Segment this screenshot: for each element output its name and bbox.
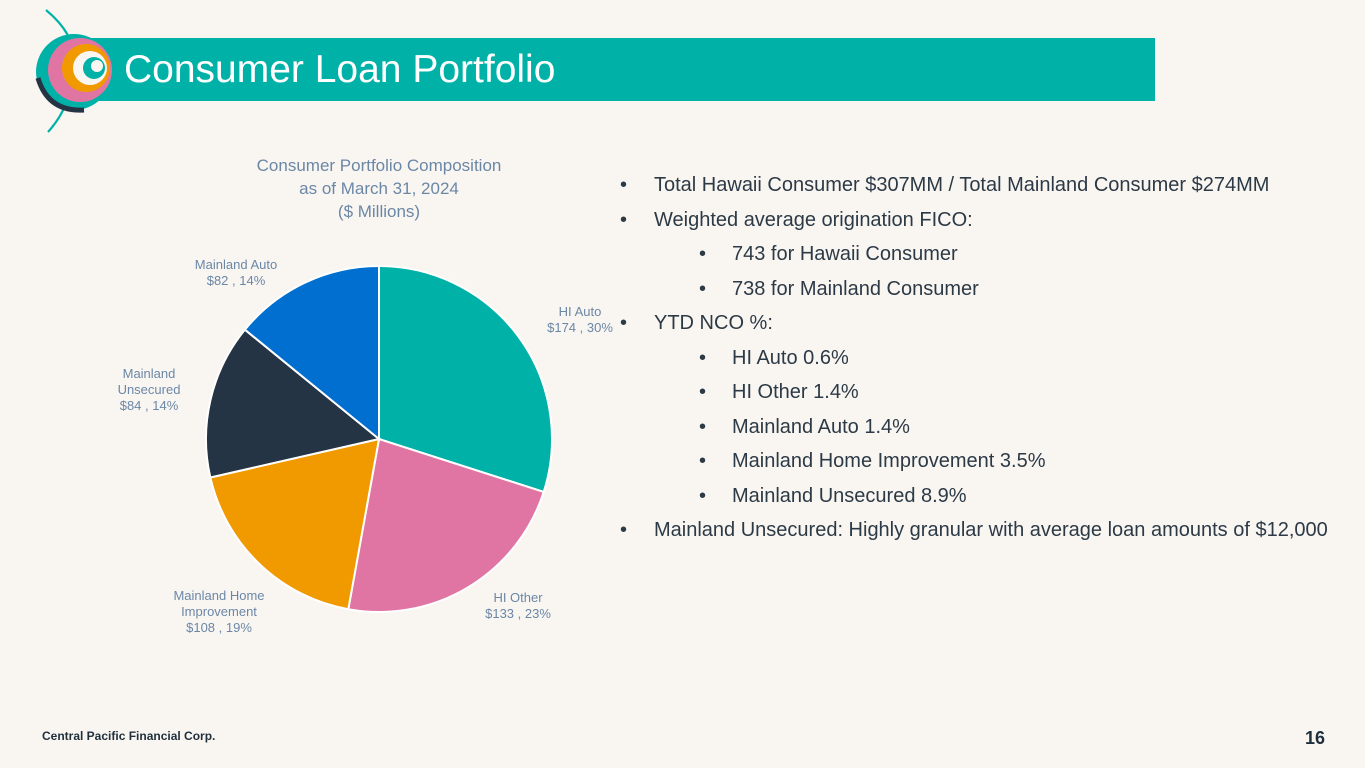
slide-title: Consumer Loan Portfolio <box>124 48 556 91</box>
chart-title: Consumer Portfolio Composition as of Mar… <box>209 154 549 223</box>
slice-label-line: $108 , 19% <box>186 620 252 635</box>
slice-label-mainland-auto: Mainland Auto $82 , 14% <box>176 257 296 289</box>
bullet-text: Mainland Unsecured: Highly granular with… <box>654 519 1328 541</box>
slice-label-line: Mainland Auto <box>194 257 278 272</box>
bullet-item: • 743 for Hawaii Consumer <box>620 241 1340 267</box>
bullet-marker: • <box>620 519 628 541</box>
slice-label-hi-other: HI Other $133 , 23% <box>456 590 580 622</box>
slice-label-line: $133 , 23% <box>485 606 551 621</box>
bullet-text: 738 for Mainland Consumer <box>732 277 979 300</box>
chart-title-line: as of March 31, 2024 <box>299 179 459 198</box>
bullet-item: • YTD NCO %: <box>620 310 1340 336</box>
slice-label-line: HI Other <box>493 590 543 605</box>
bullet-text: YTD NCO %: <box>654 312 773 334</box>
chart-title-line: Consumer Portfolio Composition <box>256 156 502 175</box>
slice-label-line: Improvement <box>181 604 257 619</box>
bullet-item: • HI Auto 0.6% <box>620 345 1340 371</box>
slice-label-line: $174 , 30% <box>547 320 613 335</box>
bullet-marker: • <box>699 484 707 507</box>
bullet-text: Mainland Auto 1.4% <box>732 415 910 438</box>
bullet-item: • Total Hawaii Consumer $307MM / Total Ma… <box>620 172 1340 198</box>
bullet-marker: • <box>620 312 628 334</box>
bullet-marker: • <box>699 381 707 403</box>
pie-slice-hi-auto <box>378 264 553 494</box>
bullet-text: Mainland Home Improvement 3.5% <box>732 450 1046 472</box>
pie-slice-mainland-home-improvement <box>209 437 381 611</box>
bullet-marker: • <box>620 174 628 196</box>
bullet-marker: • <box>620 208 628 231</box>
bullet-item: • Mainland Auto 1.4% <box>620 414 1340 440</box>
bullet-marker: • <box>699 450 707 472</box>
bullet-text: Mainland Unsecured 8.9% <box>732 484 967 507</box>
bullet-text: HI Auto 0.6% <box>732 346 849 369</box>
slice-label-mainland-unsecured: Mainland Unsecured $84 , 14% <box>94 366 204 414</box>
slice-label-line: $82 , 14% <box>206 273 266 288</box>
bullet-marker: • <box>699 415 707 438</box>
title-bar <box>65 38 1155 101</box>
bullet-item: • Mainland Unsecured 8.9% <box>620 483 1340 509</box>
bullet-marker: • <box>699 346 707 369</box>
slice-label-line: HI Auto <box>558 304 602 319</box>
bullet-text: HI Other 1.4% <box>732 381 859 403</box>
bullet-text: 743 for Hawaii Consumer <box>732 243 958 265</box>
bullet-marker: • <box>699 277 707 300</box>
bullet-item: • 738 for Mainland Consumer <box>620 276 1340 302</box>
pie-slice-mainland-unsecured <box>205 328 382 479</box>
bullet-text: Total Hawaii Consumer $307MM / Total Mai… <box>654 174 1270 196</box>
pie-chart <box>205 264 553 613</box>
bullet-marker: • <box>699 243 707 265</box>
footer-company-name: Central Pacific Financial Corp. <box>42 729 216 743</box>
slice-label-line: $84 , 14% <box>119 398 179 413</box>
chart-title-line: ($ Millions) <box>337 202 421 221</box>
slice-label-line: Mainland Home <box>173 588 265 603</box>
pie-slice-mainland-auto <box>243 264 380 442</box>
bullet-item: • HI Other 1.4% <box>620 379 1340 405</box>
page-number: 16 <box>1304 728 1325 748</box>
slice-label-mainland-home-improvement: Mainland Home Improvement $108 , 19% <box>157 588 281 636</box>
company-logo <box>35 9 112 133</box>
slice-label-line: Unsecured <box>117 382 181 397</box>
bullet-item: • Mainland Unsecured: Highly granular wit… <box>620 517 1340 543</box>
bullet-text: Weighted average origination FICO: <box>654 208 973 231</box>
slice-label-hi-auto: HI Auto $174 , 30% <box>520 304 640 336</box>
pie-slice-hi-other <box>347 437 545 613</box>
bullet-list: • Total Hawaii Consumer $307MM / Total Ma… <box>620 172 1340 552</box>
bullet-item: • Mainland Home Improvement 3.5% <box>620 448 1340 474</box>
slice-label-line: Mainland <box>122 366 176 381</box>
bullet-item: • Weighted average origination FICO: <box>620 207 1340 233</box>
